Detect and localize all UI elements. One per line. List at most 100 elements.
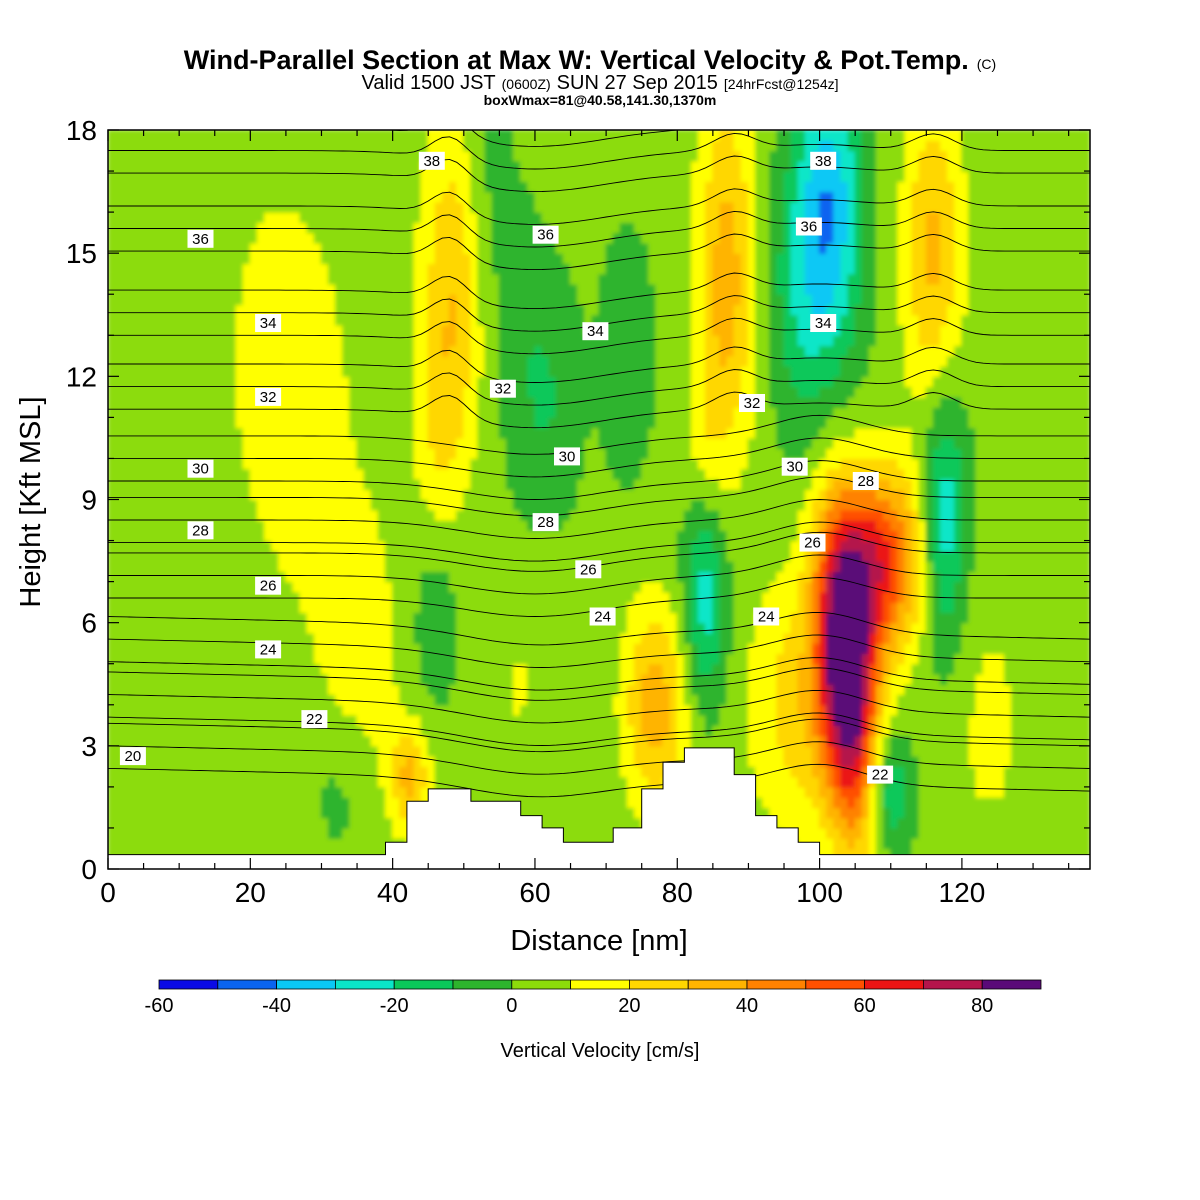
w-cell bbox=[527, 642, 536, 655]
w-cell bbox=[598, 765, 607, 778]
w-cell bbox=[406, 344, 415, 357]
w-cell bbox=[221, 211, 230, 223]
w-cell bbox=[477, 365, 486, 377]
w-cell bbox=[185, 211, 194, 223]
w-cell bbox=[591, 221, 600, 234]
w-cell bbox=[150, 344, 159, 357]
w-cell bbox=[292, 837, 301, 850]
w-cell bbox=[548, 663, 557, 675]
w-cell bbox=[363, 130, 372, 141]
w-cell bbox=[171, 765, 180, 778]
w-cell bbox=[299, 519, 308, 531]
w-cell bbox=[164, 437, 173, 449]
w-cell bbox=[534, 611, 543, 624]
w-cell bbox=[121, 437, 130, 449]
w-cell bbox=[484, 714, 493, 726]
w-cell bbox=[221, 130, 230, 141]
w-cell bbox=[299, 149, 308, 162]
w-cell bbox=[150, 262, 159, 275]
w-cell bbox=[384, 375, 394, 388]
w-cell bbox=[498, 396, 508, 408]
w-cell bbox=[356, 632, 365, 644]
w-cell bbox=[178, 293, 187, 306]
w-cell bbox=[320, 180, 330, 193]
w-cell bbox=[427, 191, 436, 203]
w-cell bbox=[157, 232, 166, 244]
w-cell bbox=[214, 375, 223, 388]
w-cell bbox=[463, 396, 472, 408]
w-cell bbox=[235, 591, 244, 603]
w-cell bbox=[527, 570, 536, 583]
w-cell bbox=[335, 478, 344, 490]
w-cell bbox=[527, 550, 536, 562]
w-cell bbox=[441, 242, 451, 254]
w-cell bbox=[427, 427, 436, 439]
w-cell bbox=[349, 139, 358, 152]
w-cell bbox=[591, 344, 600, 357]
w-cell bbox=[313, 191, 323, 203]
w-cell bbox=[221, 601, 230, 613]
w-cell bbox=[143, 673, 152, 685]
w-cell bbox=[256, 437, 266, 449]
w-cell bbox=[384, 447, 394, 460]
w-cell bbox=[285, 683, 294, 696]
w-cell bbox=[441, 652, 451, 665]
w-cell bbox=[562, 786, 572, 798]
w-cell bbox=[505, 550, 515, 562]
w-cell bbox=[434, 252, 443, 265]
w-cell bbox=[505, 427, 515, 439]
w-cell bbox=[463, 540, 472, 552]
w-cell bbox=[441, 663, 451, 675]
w-cell bbox=[207, 827, 216, 839]
w-cell bbox=[320, 817, 330, 829]
w-cell bbox=[541, 262, 550, 275]
w-cell bbox=[185, 478, 194, 490]
w-cell bbox=[249, 160, 258, 172]
w-cell bbox=[121, 673, 130, 685]
w-cell bbox=[150, 252, 159, 265]
w-cell bbox=[477, 130, 486, 141]
w-cell bbox=[441, 622, 451, 634]
w-cell bbox=[363, 293, 372, 306]
w-cell bbox=[498, 786, 508, 798]
w-cell bbox=[527, 201, 536, 213]
w-cell bbox=[420, 488, 429, 501]
w-cell bbox=[313, 570, 323, 583]
w-cell bbox=[527, 191, 536, 203]
w-cell bbox=[413, 735, 422, 747]
w-cell bbox=[135, 529, 145, 542]
w-cell bbox=[413, 745, 422, 757]
w-cell bbox=[320, 786, 330, 798]
w-cell bbox=[470, 201, 479, 213]
w-cell bbox=[128, 765, 137, 778]
w-cell bbox=[477, 498, 486, 511]
w-cell bbox=[577, 652, 586, 665]
w-cell bbox=[541, 622, 550, 634]
w-cell bbox=[178, 847, 187, 860]
w-cell bbox=[178, 447, 187, 460]
w-cell bbox=[256, 201, 266, 213]
w-cell bbox=[470, 765, 479, 778]
w-cell bbox=[598, 714, 607, 726]
w-cell bbox=[221, 611, 230, 624]
w-cell bbox=[249, 673, 258, 685]
w-cell bbox=[534, 355, 543, 367]
w-cell bbox=[392, 211, 401, 223]
w-cell bbox=[320, 160, 330, 172]
w-cell bbox=[178, 806, 187, 819]
w-cell bbox=[349, 130, 358, 141]
w-cell bbox=[427, 673, 436, 685]
w-cell bbox=[228, 550, 237, 562]
w-cell bbox=[278, 652, 287, 665]
w-cell bbox=[342, 560, 351, 572]
w-cell bbox=[392, 273, 401, 285]
w-cell bbox=[484, 663, 493, 675]
w-cell bbox=[242, 509, 251, 521]
w-cell bbox=[264, 468, 273, 480]
w-cell bbox=[392, 457, 401, 470]
w-cell bbox=[264, 509, 273, 521]
w-cell bbox=[498, 406, 508, 418]
w-cell bbox=[377, 570, 387, 583]
w-cell bbox=[384, 714, 394, 726]
w-cell bbox=[363, 847, 372, 860]
